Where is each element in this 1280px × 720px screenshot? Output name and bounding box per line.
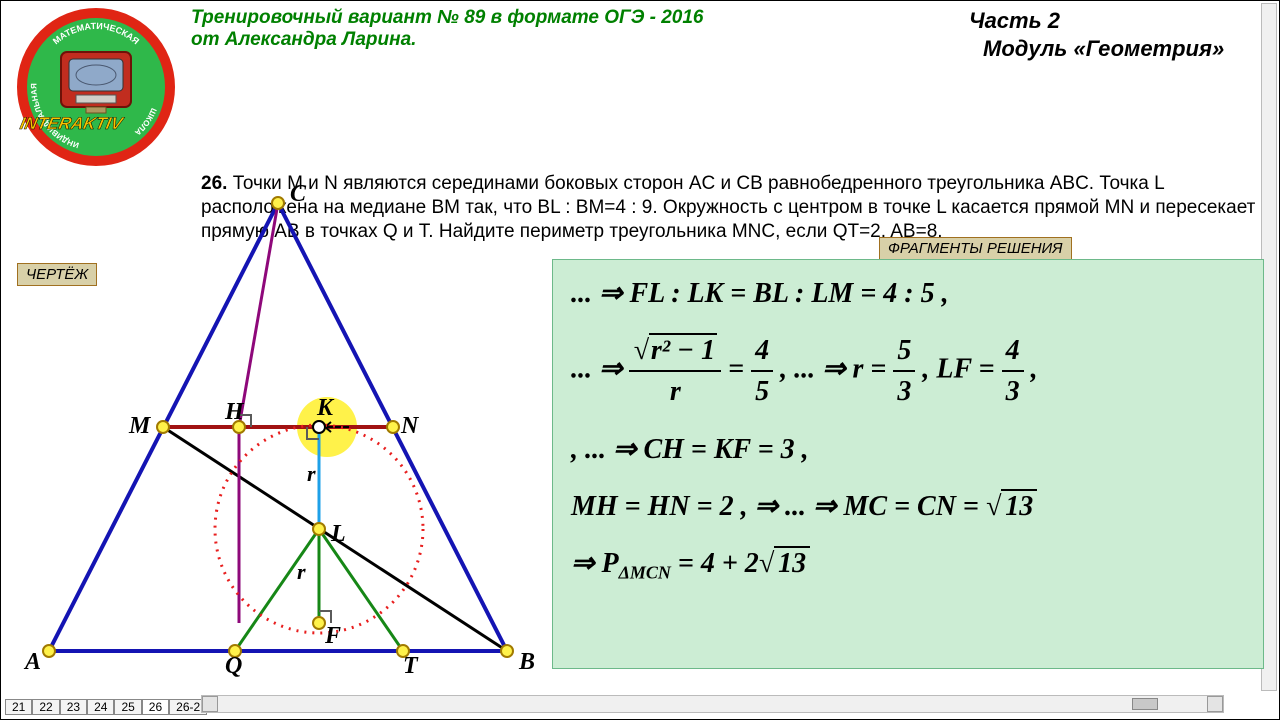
section-module: Модуль «Геометрия»: [969, 35, 1269, 63]
svg-text:T: T: [403, 653, 419, 679]
header: МАТЕМАТИЧЕСКАЯ ИНДИВИДУАЛЬНАЯ ШКОЛА INTE…: [1, 1, 1279, 172]
svg-text:L: L: [330, 521, 346, 547]
solution-line-2: ... ⇒ √r² − 1r = 45 , ... ⇒ r = 53 , LF …: [571, 331, 1280, 411]
title-line-2: от Александра Ларина.: [191, 29, 969, 51]
title-line-1: Тренировочный вариант № 89 в формате ОГЭ…: [191, 7, 969, 29]
sheet-tab-24[interactable]: 24: [87, 699, 114, 715]
svg-text:B: B: [518, 649, 535, 675]
title-block: Тренировочный вариант № 89 в формате ОГЭ…: [181, 7, 969, 51]
scroll-left-button[interactable]: [202, 696, 218, 712]
page: МАТЕМАТИЧЕСКАЯ ИНДИВИДУАЛЬНАЯ ШКОЛА INTE…: [0, 0, 1280, 720]
solution-line-5: ⇒ PΔMCN = 4 + 2√13: [571, 544, 1280, 586]
geometry-diagram: r r A B C M N H K L F Q T: [7, 183, 547, 683]
solution-panel: ... ⇒ FL : LK = BL : LM = 4 : 5 , ... ⇒ …: [552, 259, 1264, 669]
svg-text:F: F: [324, 623, 341, 649]
sheet-tab-21[interactable]: 21: [5, 699, 32, 715]
section-title: Часть 2 Модуль «Геометрия»: [969, 7, 1269, 62]
logo: МАТЕМАТИЧЕСКАЯ ИНДИВИДУАЛЬНАЯ ШКОЛА INTE…: [11, 7, 181, 172]
svg-text:N: N: [400, 413, 420, 439]
sheet-tab-23[interactable]: 23: [60, 699, 87, 715]
sheet-tab-25[interactable]: 25: [114, 699, 141, 715]
svg-text:Q: Q: [225, 653, 242, 679]
section-part: Часть 2: [969, 7, 1269, 35]
main-area: rrABCMNHKLFQT ... ⇒ FL : LK = BL : LM = …: [1, 191, 1279, 689]
horizontal-scrollbar[interactable]: [201, 695, 1224, 713]
scroll-right-button[interactable]: [1207, 696, 1223, 712]
svg-text:r: r: [307, 461, 316, 486]
svg-text:M: M: [128, 413, 152, 439]
svg-text:INTERAKTIV: INTERAKTIV: [18, 113, 126, 133]
svg-text:A: A: [23, 649, 41, 675]
svg-text:H: H: [224, 399, 245, 425]
sheet-tab-26[interactable]: 26: [142, 699, 169, 715]
solution-line-3: , ... ⇒ CH = KF = 3 ,: [571, 430, 1280, 469]
sheet-tab-22[interactable]: 22: [32, 699, 59, 715]
sheet-tabs: 21222324252626-2: [5, 699, 207, 715]
solution-line-4: MH = HN = 2 , ⇒ ... ⇒ MC = CN = √13: [571, 487, 1280, 526]
svg-text:C: C: [290, 183, 307, 207]
scroll-thumb[interactable]: [1132, 698, 1158, 710]
solution-line-1: ... ⇒ FL : LK = BL : LM = 4 : 5 ,: [571, 274, 1280, 313]
svg-text:r: r: [297, 559, 306, 584]
svg-text:K: K: [316, 395, 335, 421]
